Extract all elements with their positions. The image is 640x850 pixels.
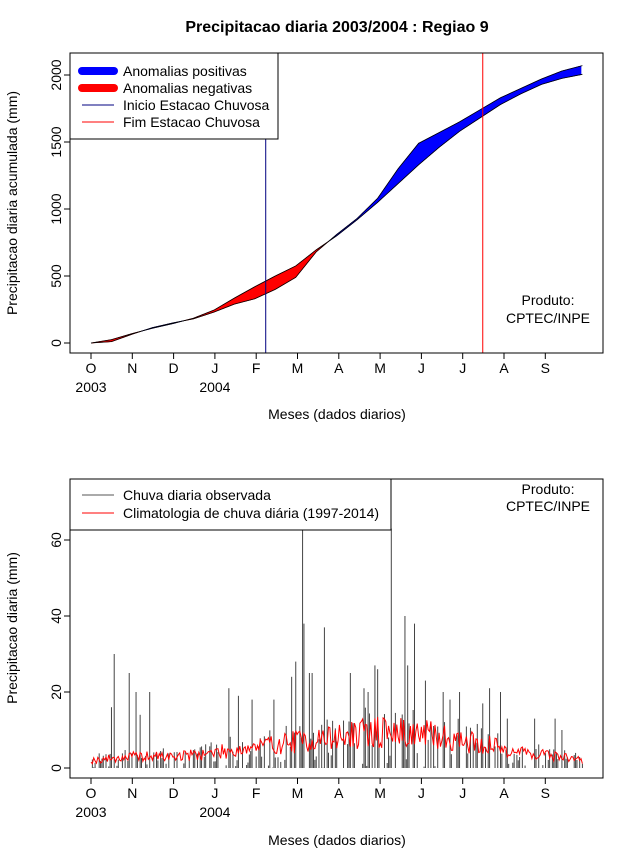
- chart-daily: 0 20 40 60 O N D J F M A M J J A S 2003 2004 Precipitaca…: [4, 478, 604, 848]
- y-tick-label: 1500: [48, 126, 64, 157]
- daily-rain-bars: [91, 528, 583, 768]
- x-tick-label: N: [127, 360, 137, 376]
- anomaly-bands: [90, 65, 583, 344]
- x-tick-label: F: [252, 360, 261, 376]
- x-tick-label: O: [86, 785, 97, 801]
- x-axis-label: Meses (dados diarios): [268, 406, 406, 422]
- x-tick-label: A: [334, 785, 344, 801]
- x-tick-label: F: [252, 785, 261, 801]
- legend-label-observed: Chuva diaria observada: [123, 487, 271, 503]
- y-axis-label: Precipitacao diaria (mm): [4, 552, 20, 704]
- y-tick-label: 2000: [48, 59, 64, 90]
- legend-label-climatology: Climatologia de chuva diária (1997-2014): [123, 505, 379, 521]
- x-tick-label: D: [169, 785, 179, 801]
- observed-cumulative-line: [90, 65, 583, 344]
- legend-label-positive: Anomalias positivas: [123, 63, 247, 79]
- x-tick-label: M: [292, 785, 304, 801]
- x-tick-label: S: [541, 785, 550, 801]
- x-tick-label: J: [211, 785, 218, 801]
- x-tick-label: A: [499, 360, 509, 376]
- y-axis-label: Precipitacao diaria acumulada (mm): [4, 91, 20, 315]
- chart-title: Precipitacao diaria 2003/2004 : Regiao 9: [185, 19, 488, 36]
- y-tick-label: 20: [48, 684, 64, 700]
- x-axis: O N D J F M A M J J A S 2003 2004: [75, 777, 550, 820]
- climatology-line: [90, 716, 583, 765]
- legend: Anomalias positivas Anomalias negativas …: [69, 52, 279, 140]
- y-tick-label: 60: [48, 532, 64, 548]
- year-label: 2003: [75, 379, 106, 395]
- year-label: 2004: [199, 804, 230, 820]
- y-axis: 0 20 40 60: [48, 532, 71, 772]
- y-tick-label: 0: [48, 339, 64, 347]
- product-label: Produto:: [522, 481, 575, 497]
- x-tick-label: J: [459, 360, 466, 376]
- climatology-cumulative-line: [90, 73, 583, 344]
- product-source: CPTEC/INPE: [506, 310, 590, 326]
- year-label: 2003: [75, 804, 106, 820]
- legend-label-negative: Anomalias negativas: [123, 80, 252, 96]
- x-tick-label: J: [459, 785, 466, 801]
- x-tick-label: J: [211, 360, 218, 376]
- x-tick-label: J: [418, 785, 425, 801]
- x-tick-label: O: [86, 360, 97, 376]
- y-tick-label: 40: [48, 608, 64, 624]
- x-tick-label: S: [541, 360, 550, 376]
- y-tick-label: 500: [48, 264, 64, 288]
- year-label: 2004: [199, 379, 230, 395]
- x-tick-label: M: [292, 360, 304, 376]
- y-tick-label: 1000: [48, 193, 64, 224]
- chart-cumulative: Precipitacao diaria 2003/2004 : Regiao 9…: [4, 19, 604, 422]
- legend: Chuva diaria observada Climatologia de c…: [69, 478, 392, 531]
- y-tick-label: 0: [48, 764, 64, 772]
- x-axis-label: Meses (dados diarios): [268, 832, 406, 848]
- x-axis: O N D J F M A M J J A S 2003 2004: [75, 352, 550, 395]
- positive-anomaly-segment: [579, 65, 582, 76]
- x-tick-label: A: [334, 360, 344, 376]
- y-axis: 0 500 1000 1500 2000: [48, 59, 71, 347]
- x-tick-label: D: [169, 360, 179, 376]
- product-label: Produto:: [522, 292, 575, 308]
- product-source: CPTEC/INPE: [506, 498, 590, 514]
- x-tick-label: N: [127, 785, 137, 801]
- legend-label-start: Inicio Estacao Chuvosa: [123, 97, 270, 113]
- x-tick-label: M: [374, 360, 386, 376]
- x-tick-label: J: [418, 360, 425, 376]
- legend-label-end: Fim Estacao Chuvosa: [123, 114, 260, 130]
- x-tick-label: M: [374, 785, 386, 801]
- x-tick-label: A: [499, 785, 509, 801]
- legend-box: [69, 478, 392, 531]
